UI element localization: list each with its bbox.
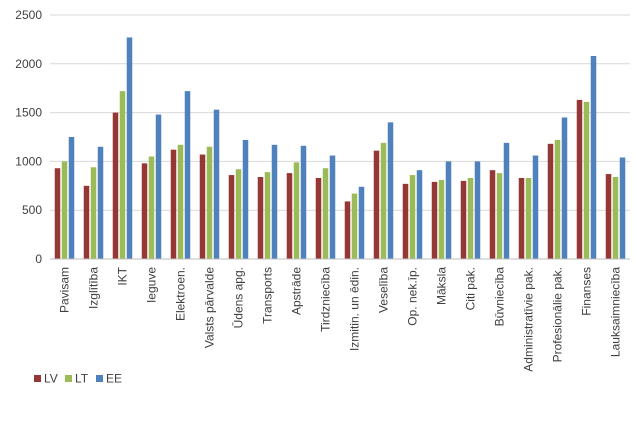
bar-lv-14: [460, 180, 467, 259]
bar-lt-14: [467, 177, 474, 259]
x-tick-label: Citi pak.: [464, 267, 478, 310]
bar-lt-10: [351, 193, 358, 259]
bar-lt-6: [235, 169, 242, 259]
bar-lt-8: [293, 162, 300, 259]
x-tick-label: Veselība: [377, 267, 391, 313]
legend-label-lv: LV: [44, 372, 58, 386]
bar-lt-16: [525, 177, 532, 259]
bar-lv-17: [547, 143, 554, 259]
legend-label-ee: EE: [106, 372, 122, 386]
bar-ee-2: [126, 37, 133, 260]
bar-ee-1: [97, 146, 104, 259]
x-tick-label: Elektroen.: [174, 267, 188, 321]
bar-lt-13: [438, 179, 445, 259]
x-tick-label: Op. nek.īp.: [406, 267, 420, 326]
bar-ee-3: [155, 114, 162, 259]
bar-lt-3: [148, 156, 155, 259]
bar-ee-12: [416, 170, 423, 259]
bar-lv-4: [170, 149, 177, 259]
bar-lv-16: [518, 177, 525, 259]
bar-ee-16: [532, 155, 539, 259]
bar-ee-0: [68, 137, 75, 259]
bar-lt-18: [583, 101, 590, 259]
bar-ee-9: [329, 155, 336, 259]
bar-lt-11: [380, 142, 387, 259]
bar-lt-2: [119, 91, 126, 259]
x-tick-label: Izmitin. un ēdin.: [348, 267, 362, 351]
bar-lv-11: [373, 150, 380, 259]
x-tick-label: Tirdzniecība: [319, 267, 333, 332]
y-tick-label: 1000: [15, 154, 42, 168]
gridlines: [50, 14, 630, 260]
bars: [54, 37, 626, 260]
bar-ee-4: [184, 91, 191, 259]
bar-ee-15: [503, 142, 510, 259]
bar-lv-7: [257, 177, 264, 259]
bar-lt-5: [206, 146, 213, 259]
legend-swatch-ee: [96, 375, 103, 382]
bar-ee-17: [561, 117, 568, 259]
x-tick-label: Apstrāde: [290, 267, 304, 315]
bar-lt-19: [612, 177, 619, 259]
bar-ee-6: [242, 139, 249, 259]
x-tick-label: Ūdens apg.: [232, 267, 246, 328]
bar-lv-12: [402, 183, 409, 259]
x-tick-label: Būvniecība: [493, 267, 507, 327]
x-tick-label: Transports: [261, 267, 275, 324]
bar-ee-11: [387, 122, 394, 259]
y-tick-label: 500: [22, 203, 42, 217]
bar-ee-7: [271, 144, 278, 259]
x-tick-label: IKT: [116, 266, 130, 285]
legend-swatch-lv: [34, 375, 41, 382]
y-tick-label: 1500: [15, 106, 42, 120]
legend-swatch-lt: [65, 375, 72, 382]
bar-lv-5: [199, 154, 206, 259]
y-tick-label: 2000: [15, 57, 42, 71]
x-tick-label: Pavisam: [58, 267, 72, 313]
axes: 0 500 1000 1500 2000 2500 Pavisam Izglītība IKT I…: [15, 8, 630, 372]
x-tick-label: Ieguve: [145, 267, 159, 303]
bar-ee-5: [213, 109, 220, 259]
bar-ee-19: [619, 157, 626, 259]
legend-label-lt: LT: [75, 372, 89, 386]
bar-lv-2: [112, 112, 119, 259]
bar-ee-8: [300, 145, 307, 259]
bar-lt-9: [322, 168, 329, 259]
bar-ee-10: [358, 186, 365, 259]
bar-lt-0: [61, 161, 68, 259]
x-tick-label: Administratīvie pak.: [522, 267, 536, 372]
x-tick-label: Lauksaimniecība: [609, 267, 623, 357]
bar-lt-1: [90, 167, 97, 259]
x-tick-label: Valsts pārvalde: [203, 267, 217, 348]
x-tick-label: Māksla: [435, 267, 449, 305]
x-tick-label: Profesionālie pak.: [551, 267, 565, 362]
bar-lt-17: [554, 139, 561, 259]
bar-lv-3: [141, 163, 148, 259]
bar-lv-15: [489, 170, 496, 259]
bar-lv-18: [576, 99, 583, 259]
x-tick-label: Finanses: [580, 267, 594, 316]
bar-lv-9: [315, 177, 322, 259]
bar-lv-19: [605, 174, 612, 259]
bar-lv-0: [54, 168, 61, 259]
bar-lv-6: [228, 175, 235, 259]
bar-ee-13: [445, 161, 452, 259]
y-tick-label: 2500: [15, 8, 42, 22]
bar-lt-7: [264, 172, 271, 259]
bar-lt-4: [177, 144, 184, 259]
y-tick-label: 0: [35, 252, 42, 266]
bar-lv-8: [286, 173, 293, 259]
bar-lt-12: [409, 175, 416, 259]
x-tick-label: Izglītība: [87, 267, 101, 309]
bar-lv-1: [83, 185, 90, 259]
bar-ee-14: [474, 161, 481, 259]
legend: LV LT EE: [34, 372, 122, 386]
bar-lv-10: [344, 201, 351, 259]
bar-lv-13: [431, 181, 438, 259]
bar-ee-18: [590, 55, 597, 259]
bar-lt-15: [496, 173, 503, 259]
